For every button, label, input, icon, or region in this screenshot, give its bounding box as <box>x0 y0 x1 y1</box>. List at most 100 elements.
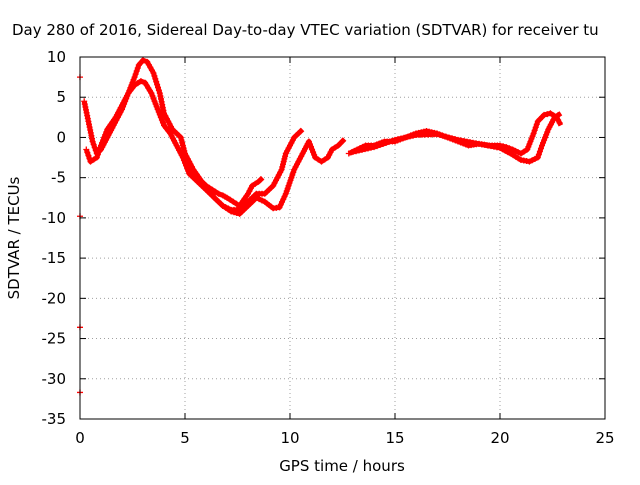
data-point <box>541 111 548 118</box>
data-point <box>134 65 141 72</box>
data-point <box>83 146 90 153</box>
data-point <box>528 135 535 142</box>
data-point <box>150 70 157 77</box>
data-point <box>259 197 265 204</box>
grid-layer <box>80 57 605 419</box>
y-tick-label: 0 <box>56 128 66 146</box>
data-point <box>452 136 458 143</box>
data-point <box>350 148 356 155</box>
data-point <box>404 134 410 141</box>
data-point <box>140 57 146 64</box>
series-track-d <box>345 110 564 157</box>
data-point <box>383 139 389 146</box>
data-point <box>537 145 544 152</box>
data-point <box>277 201 284 208</box>
data-point <box>280 196 287 203</box>
series-track-c <box>186 137 347 217</box>
data-point <box>153 78 160 85</box>
data-point <box>524 146 531 153</box>
data-point <box>131 74 138 81</box>
x-axis-label: GPS time / hours <box>279 457 405 475</box>
data-point <box>286 180 293 187</box>
data-point <box>437 132 443 139</box>
data-point <box>132 71 139 78</box>
data-point <box>281 193 288 200</box>
data-point <box>137 78 144 85</box>
y-tick-label: -35 <box>42 410 67 428</box>
y-tick-label: -20 <box>42 289 67 307</box>
data-point <box>101 134 108 141</box>
x-tick-label: 0 <box>75 429 85 447</box>
data-point <box>233 210 240 217</box>
data-point <box>249 182 256 189</box>
data-point <box>152 100 159 107</box>
data-point <box>157 114 164 121</box>
data-point <box>89 138 96 145</box>
data-point <box>380 140 386 147</box>
data-point <box>526 141 533 148</box>
data-point <box>130 76 137 83</box>
data-point <box>365 145 371 152</box>
series-track-e <box>350 111 563 165</box>
data-point <box>154 81 161 88</box>
data-point <box>153 103 160 110</box>
data-point <box>94 151 101 158</box>
data-point <box>392 136 398 143</box>
data-point <box>410 132 416 139</box>
data-point <box>515 149 522 156</box>
data-point <box>446 134 452 141</box>
data-point <box>290 169 297 176</box>
data-point <box>280 158 287 165</box>
data-point <box>256 196 263 203</box>
y-tick-label: 10 <box>47 48 66 66</box>
y-tick-label: -5 <box>51 169 66 187</box>
data-point <box>532 124 539 131</box>
y-tick-label: -25 <box>42 330 67 348</box>
data-point <box>359 146 365 153</box>
data-point <box>521 148 528 155</box>
data-point <box>311 151 318 158</box>
data-point <box>212 188 219 195</box>
data-point <box>155 84 161 91</box>
data-point <box>297 128 304 135</box>
data-point <box>556 119 563 126</box>
data-point <box>395 136 401 143</box>
data-point <box>288 174 295 181</box>
data-point <box>100 137 107 144</box>
data-point <box>449 135 455 142</box>
chart-title: Day 280 of 2016, Sidereal Day-to-day VTE… <box>12 21 599 39</box>
data-point <box>529 133 536 140</box>
data-point <box>84 149 91 156</box>
data-point <box>401 134 407 141</box>
series-track-a <box>81 57 265 209</box>
data-point <box>532 155 538 162</box>
data-point <box>91 144 98 151</box>
data-point <box>283 188 290 195</box>
data-point <box>154 106 161 113</box>
data-point <box>329 146 335 153</box>
data-point <box>228 208 235 215</box>
data-point <box>541 137 548 144</box>
data-point <box>231 209 237 216</box>
data-point <box>526 158 533 165</box>
data-point <box>284 185 291 192</box>
data-point <box>179 139 186 146</box>
data-point <box>525 143 532 150</box>
data-point <box>389 137 395 144</box>
data-point <box>148 90 155 97</box>
data-point <box>368 144 374 151</box>
data-point <box>443 133 449 140</box>
series-line <box>83 78 305 213</box>
data-point <box>86 155 93 162</box>
data-point <box>178 137 185 144</box>
x-tick-label: 10 <box>280 429 299 447</box>
y-tick-label: 5 <box>56 88 66 106</box>
data-point <box>102 131 109 138</box>
data-point <box>279 163 286 170</box>
data-point <box>509 146 516 153</box>
data-point <box>133 68 140 75</box>
data-point <box>134 80 141 87</box>
data-point <box>527 138 534 145</box>
data-point <box>353 148 359 155</box>
